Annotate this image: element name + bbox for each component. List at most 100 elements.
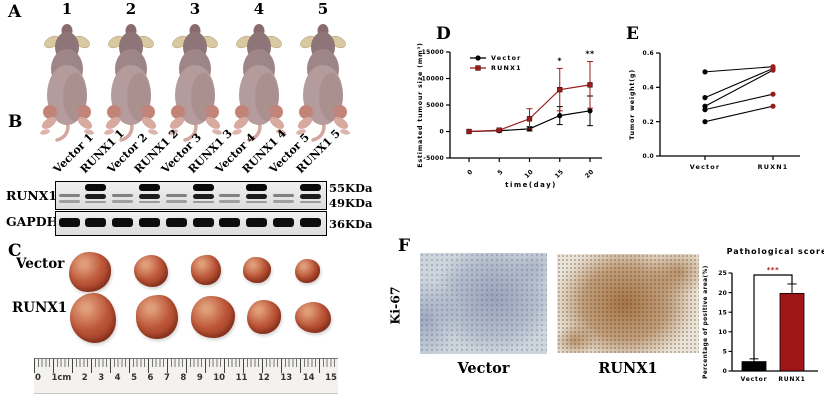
- blot-protein-runx1: RUNX1: [6, 188, 58, 203]
- tumor-specimen: [191, 255, 221, 285]
- ruler-number: 10: [213, 373, 226, 383]
- pathological-score-chart: Pathological score 0 5 10 15 20 25 Vector RUNX1 *…: [703, 247, 824, 383]
- svg-text:0.0: 0.0: [642, 153, 654, 160]
- ruler-number: 12: [257, 373, 270, 383]
- protein-band: [192, 201, 214, 203]
- protein-band: [58, 200, 80, 203]
- ruler-number: 15: [325, 373, 337, 383]
- svg-text:0: 0: [723, 368, 727, 375]
- tumor-specimen: [70, 293, 116, 343]
- ruler-numbers: 0 1cm 2 3 4 5 6 7 8 9 10 11 12 13 14 15: [34, 373, 338, 383]
- panel-e-letter: E: [626, 24, 639, 44]
- ruler-number: 7: [163, 373, 170, 383]
- mouse-number: 1: [61, 0, 73, 18]
- protein-band: [299, 201, 321, 203]
- svg-text:20: 20: [584, 168, 596, 180]
- protein-band: [85, 194, 107, 199]
- ruler-number: 4: [114, 373, 121, 383]
- protein-band: [165, 200, 187, 203]
- svg-text:10000: 10000: [422, 76, 444, 83]
- mouse-illustration: [104, 24, 158, 142]
- ruler-number: 11: [235, 373, 248, 383]
- panel-c-letter: C: [8, 241, 22, 261]
- mouse-photo: 2: [100, 0, 162, 142]
- ruler-major-ticks: [34, 359, 338, 373]
- mouse-number: 5: [317, 0, 329, 18]
- svg-text:-5000: -5000: [423, 155, 444, 162]
- protein-band: [299, 218, 321, 227]
- svg-text:*: *: [557, 56, 562, 65]
- svg-text:5000: 5000: [426, 102, 444, 109]
- svg-text:RUXN1: RUXN1: [758, 163, 789, 171]
- ruler: 0 1cm 2 3 4 5 6 7 8 9 10 11 12 13 14 15: [34, 358, 338, 394]
- ihc-label-vector: Vector: [457, 360, 510, 377]
- svg-text:0.6: 0.6: [642, 50, 654, 57]
- protein-band: [272, 194, 294, 197]
- svg-text:Vector: Vector: [491, 54, 522, 62]
- protein-band: [112, 194, 134, 197]
- protein-band: [58, 194, 80, 197]
- mouse-number: 3: [189, 0, 201, 18]
- svg-text:15000: 15000: [422, 49, 444, 56]
- protein-band: [138, 184, 160, 191]
- mouse-illustration: [168, 24, 222, 142]
- ihc-label-runx1: RUNX1: [598, 360, 658, 377]
- tumor-specimen: [247, 300, 281, 334]
- mouse-illustration: [40, 24, 94, 142]
- protein-band: [165, 218, 187, 227]
- svg-text:0: 0: [440, 129, 444, 136]
- protein-band: [246, 184, 268, 191]
- svg-text:10: 10: [718, 329, 727, 336]
- marker-49kda: 49KDa: [329, 196, 373, 210]
- tumor-specimen: [136, 295, 178, 339]
- protein-band: [299, 194, 321, 199]
- mouse-illustration: [296, 24, 350, 142]
- protein-band: [138, 194, 160, 199]
- mouse-number: 2: [125, 0, 137, 18]
- svg-text:Vector: Vector: [690, 163, 721, 171]
- svg-text:RUNX1: RUNX1: [778, 376, 805, 383]
- protein-band: [192, 184, 214, 191]
- protein-band: [192, 194, 214, 199]
- tumor-row-label-runx1: RUNX1: [12, 300, 68, 316]
- mouse-photo: 3: [164, 0, 226, 142]
- mouse-number: 4: [253, 0, 265, 18]
- protein-band: [219, 194, 241, 197]
- gapdh-blot: [55, 211, 327, 236]
- protein-band: [192, 218, 214, 227]
- svg-text:**: **: [585, 50, 595, 59]
- tumor-specimen: [191, 296, 235, 338]
- tumor-specimen: [294, 259, 320, 283]
- ruler-number: 13: [280, 373, 293, 383]
- ihc-vector-texture: [420, 253, 547, 354]
- svg-text:Estimated tumour size (mm³): Estimated tumour size (mm³): [417, 42, 424, 167]
- svg-text:Pathological score: Pathological score: [727, 247, 824, 256]
- mouse-illustration: [232, 24, 286, 142]
- ruler-number: 0: [35, 373, 41, 383]
- tumor-specimen: [295, 301, 331, 333]
- panel-d-letter: D: [436, 24, 451, 44]
- svg-text:5: 5: [723, 349, 727, 356]
- protein-band: [219, 218, 241, 227]
- ihc-runx1-texture: [557, 254, 699, 353]
- panel-a-letter: A: [8, 2, 22, 22]
- protein-band: [272, 218, 294, 227]
- protein-band: [85, 218, 107, 227]
- svg-text:Percentage of positive area(%): Percentage of positive area(%): [703, 265, 709, 379]
- ruler-number: 5: [131, 373, 137, 383]
- protein-band: [138, 218, 160, 227]
- protein-band: [246, 218, 268, 227]
- protein-band: [58, 218, 80, 227]
- ruler-number: 9: [196, 373, 203, 383]
- svg-text:***: ***: [767, 266, 779, 274]
- mouse-photo: 5: [292, 0, 354, 142]
- svg-text:time(day): time(day): [505, 181, 557, 189]
- svg-text:25: 25: [718, 270, 727, 277]
- tumor-row-label-vector: Vector: [16, 256, 65, 272]
- protein-band: [112, 218, 134, 227]
- marker-36kda: 36KDa: [329, 217, 373, 231]
- ruler-number: 14: [302, 373, 315, 383]
- panel-f-letter: F: [398, 236, 411, 256]
- protein-band: [299, 184, 321, 191]
